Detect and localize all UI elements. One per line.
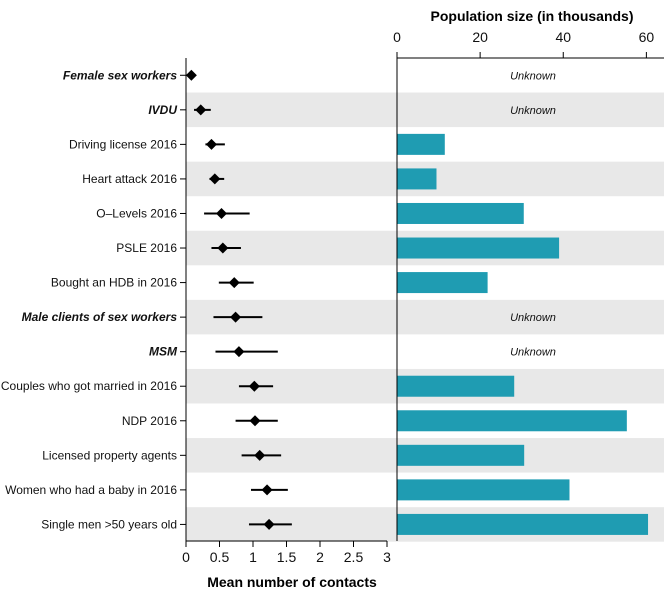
category-label: Driving license 2016 [69, 137, 177, 151]
contacts-x-tick-label: 0.5 [210, 549, 230, 565]
population-panel: Unknown Unknown Unknown Unknown [397, 70, 649, 535]
contacts-x-tick-label: 2 [316, 549, 324, 565]
contacts-x-tick-label: 2.5 [344, 549, 364, 565]
point-marker [205, 138, 217, 150]
contacts-x-tick-label: 3 [383, 549, 391, 565]
population-bar [397, 168, 437, 190]
category-label: Male clients of sex workers [22, 310, 178, 324]
point-marker [228, 277, 240, 289]
category-label: Bought an HDB in 2016 [51, 276, 177, 290]
category-label: Women who had a baby in 2016 [5, 483, 177, 497]
unknown-label: Unknown [510, 105, 556, 117]
population-bar [397, 375, 515, 397]
category-label: PSLE 2016 [116, 241, 177, 255]
category-label: IVDU [148, 103, 177, 117]
point-marker [254, 449, 266, 461]
contacts-x-tick-label: 1.5 [277, 549, 297, 565]
population-x-tick-label: 40 [555, 29, 571, 45]
point-marker [217, 242, 229, 254]
population-x-tick-label: 60 [639, 29, 655, 45]
unknown-label: Unknown [510, 347, 556, 359]
point-marker [261, 484, 273, 496]
point-marker [233, 346, 245, 358]
population-bar [397, 444, 525, 466]
population-bar [397, 479, 570, 501]
point-marker [263, 518, 275, 530]
contacts-panel: Female sex workers IVDU Driving license 20… [1, 68, 292, 531]
point-marker [216, 207, 228, 219]
category-label: Couples who got married in 2016 [1, 379, 177, 393]
category-label: Single men >50 years old [41, 517, 177, 531]
population-x-tick-label: 0 [393, 29, 401, 45]
axes: 0 0.5 1 1.5 2 2.5 3 0 20 40 60 [182, 29, 664, 565]
point-marker [195, 104, 207, 116]
row-band [186, 299, 664, 335]
point-marker [230, 311, 242, 323]
category-label: Licensed property agents [42, 448, 177, 462]
point-marker [185, 69, 197, 81]
population-bar [397, 513, 649, 535]
contacts-x-tick-label: 0 [182, 549, 190, 565]
category-label: Female sex workers [63, 68, 177, 82]
population-bar [397, 237, 560, 259]
population-bar [397, 133, 445, 155]
unknown-label: Unknown [510, 70, 556, 82]
point-marker [248, 380, 260, 392]
contacts-axis-title: Mean number of contacts [207, 574, 377, 589]
point-marker [249, 415, 261, 427]
population-bar [397, 202, 524, 224]
unknown-label: Unknown [510, 312, 556, 324]
population-axis-title: Population size (in thousands) [431, 8, 634, 24]
contacts-x-tick-label: 1 [249, 549, 257, 565]
point-marker [209, 173, 221, 185]
population-bar [397, 272, 488, 294]
category-label: MSM [149, 345, 178, 359]
category-label: O–Levels 2016 [96, 206, 177, 220]
category-label: Heart attack 2016 [82, 172, 177, 186]
row-band [186, 92, 664, 128]
category-label: NDP 2016 [122, 414, 177, 428]
population-x-tick-label: 20 [472, 29, 488, 45]
population-bar [397, 410, 627, 432]
